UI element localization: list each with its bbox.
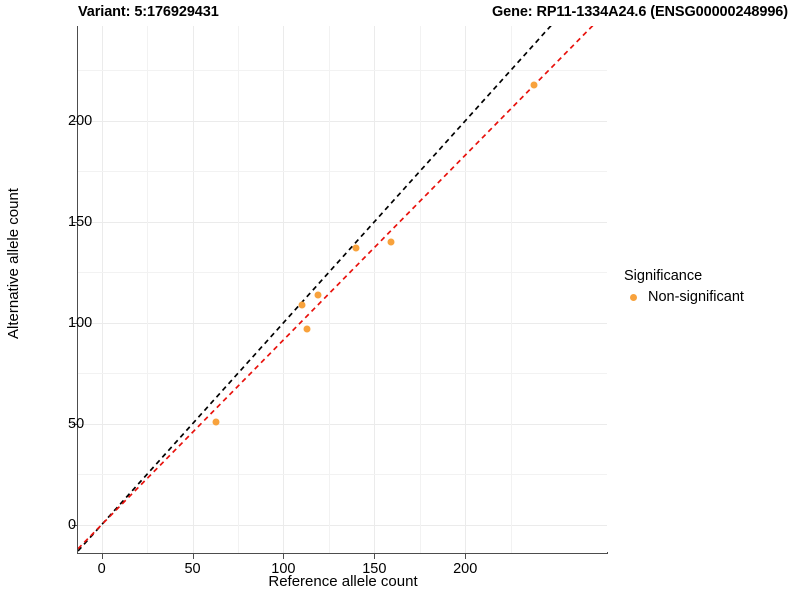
x-axis-tick-label: 150 bbox=[362, 561, 387, 577]
y-axis-tick bbox=[72, 322, 77, 324]
gridline-horizontal bbox=[78, 373, 607, 375]
y-axis-tick bbox=[72, 120, 77, 122]
scatter-point bbox=[303, 325, 311, 333]
legend-point-icon bbox=[624, 293, 642, 301]
gridline-vertical bbox=[328, 26, 330, 553]
scatter-point bbox=[298, 301, 306, 309]
y-axis-title: Alternative allele count bbox=[0, 0, 26, 527]
gridline-vertical bbox=[419, 26, 421, 553]
gridline-horizontal bbox=[78, 474, 607, 476]
gridline-vertical bbox=[192, 26, 194, 553]
x-axis-tick-label: 50 bbox=[184, 561, 201, 577]
x-axis-tick bbox=[374, 554, 376, 559]
plot-panel bbox=[78, 26, 607, 553]
x-axis-tick-label: 200 bbox=[453, 561, 478, 577]
gridline-horizontal bbox=[78, 120, 607, 122]
gridline-horizontal bbox=[78, 171, 607, 173]
gridline-horizontal bbox=[78, 524, 607, 526]
x-axis-tick-label: 100 bbox=[271, 561, 296, 577]
gene-title: Gene: RP11-1334A24.6 (ENSG00000248996) bbox=[491, 4, 788, 20]
scatter-point bbox=[314, 291, 322, 299]
scatter-point bbox=[352, 244, 360, 252]
x-axis-tick bbox=[192, 554, 194, 559]
reference-line-identity bbox=[78, 26, 552, 552]
x-axis-tick bbox=[283, 554, 285, 559]
x-axis-tick-label: 0 bbox=[97, 561, 106, 577]
y-axis-tick bbox=[72, 221, 77, 223]
gridline-horizontal bbox=[78, 272, 607, 274]
scatter-point bbox=[212, 418, 220, 426]
gridline-horizontal bbox=[78, 221, 607, 223]
legend-items: Non-significant bbox=[624, 288, 794, 306]
legend-item[interactable]: Non-significant bbox=[624, 288, 794, 306]
x-axis-tick bbox=[465, 554, 467, 559]
gridline-vertical bbox=[101, 26, 103, 553]
x-axis-title: Reference allele count bbox=[268, 573, 418, 590]
legend-item-label: Non-significant bbox=[648, 289, 744, 305]
y-axis-tick bbox=[72, 423, 77, 425]
legend: Significance Non-significant bbox=[624, 268, 794, 306]
y-axis-tick bbox=[72, 524, 77, 526]
title-row: Variant: 5:176929431 Gene: RP11-1334A24.… bbox=[0, 4, 800, 24]
reference-lines bbox=[78, 26, 594, 552]
gridline-vertical bbox=[465, 26, 467, 553]
scatter-point bbox=[387, 238, 395, 246]
gridline-horizontal bbox=[78, 70, 607, 72]
reference-line-fit bbox=[78, 26, 594, 550]
variant-title: Variant: 5:176929431 bbox=[78, 4, 219, 20]
gridline-horizontal bbox=[78, 322, 607, 324]
x-axis-tick bbox=[101, 554, 103, 559]
gridline-vertical bbox=[374, 26, 376, 553]
gridline-vertical bbox=[237, 26, 239, 553]
gridline-vertical bbox=[510, 26, 512, 553]
x-axis-line bbox=[77, 552, 608, 554]
gridline-horizontal bbox=[78, 423, 607, 425]
y-axis-title-text: Alternative allele count bbox=[4, 188, 22, 339]
gridline-vertical bbox=[283, 26, 285, 553]
legend-title: Significance bbox=[624, 268, 703, 284]
gridline-vertical bbox=[147, 26, 149, 553]
scatter-point bbox=[530, 81, 538, 89]
